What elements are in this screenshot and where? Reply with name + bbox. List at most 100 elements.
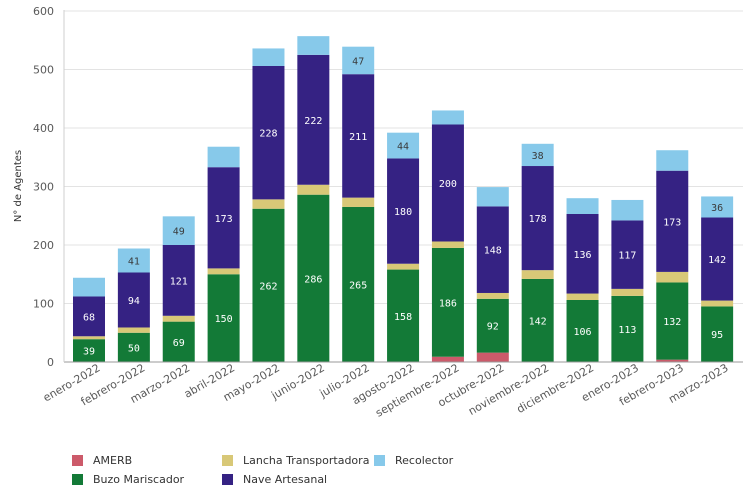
bar-segment[interactable] bbox=[117, 327, 150, 333]
y-axis-title: N° de Agentes bbox=[13, 150, 24, 222]
y-tick-label: 600 bbox=[33, 5, 54, 18]
bar-segment[interactable] bbox=[521, 270, 554, 279]
data-label: 286 bbox=[304, 274, 322, 285]
y-tick-label: 400 bbox=[33, 122, 54, 135]
bar-segment[interactable] bbox=[566, 299, 599, 362]
data-labels: 39 68 50 94 41 69 121 49 150 173 262 228 286 222 265 21… bbox=[83, 56, 726, 357]
legend-swatch-nave-artesanal bbox=[222, 473, 233, 485]
data-label: 142 bbox=[708, 255, 726, 266]
data-label: 186 bbox=[439, 298, 457, 309]
data-label: 41 bbox=[128, 257, 140, 268]
bar-segment[interactable] bbox=[476, 352, 509, 362]
data-label: 180 bbox=[394, 207, 412, 218]
bar-segment[interactable] bbox=[431, 241, 464, 248]
data-label: 132 bbox=[663, 317, 681, 328]
legend-item-buzo-mariscador[interactable]: Buzo Mariscador bbox=[72, 471, 184, 487]
legend-label: AMERB bbox=[93, 453, 133, 467]
bar-segment[interactable] bbox=[431, 247, 464, 357]
legend-swatch-recolector bbox=[374, 454, 385, 466]
bar-segment[interactable] bbox=[162, 245, 195, 316]
bar-segment[interactable] bbox=[476, 292, 509, 299]
bar-segment[interactable] bbox=[521, 166, 554, 271]
bar-segment[interactable] bbox=[297, 184, 330, 195]
bar-segment[interactable] bbox=[656, 150, 689, 171]
bar-segment[interactable] bbox=[73, 339, 105, 362]
bar-segment[interactable] bbox=[207, 274, 240, 362]
bar-segment[interactable] bbox=[656, 271, 689, 283]
bar-segment[interactable] bbox=[611, 220, 644, 289]
bar-segment[interactable] bbox=[476, 187, 509, 207]
bar-segment[interactable] bbox=[611, 288, 644, 296]
bar-segment[interactable] bbox=[611, 199, 644, 221]
bar-segment[interactable] bbox=[656, 282, 689, 360]
data-label: 173 bbox=[215, 214, 233, 225]
bar-segment[interactable] bbox=[701, 217, 734, 301]
bar-segment[interactable] bbox=[431, 356, 464, 362]
bar-segment[interactable] bbox=[342, 206, 375, 362]
bar-segment[interactable] bbox=[611, 295, 644, 362]
bar-segment[interactable] bbox=[431, 110, 464, 125]
bar-segment[interactable] bbox=[656, 359, 689, 362]
bar-segment[interactable] bbox=[566, 198, 599, 214]
bar-segment[interactable] bbox=[73, 296, 105, 337]
bar-segment[interactable] bbox=[162, 216, 195, 245]
y-tick-label: 200 bbox=[33, 239, 54, 252]
bar-segment[interactable] bbox=[207, 268, 240, 275]
data-label: 94 bbox=[128, 296, 140, 307]
x-axis-ticks: enero-2022febrero-2022marzo-2022abril-20… bbox=[41, 361, 731, 419]
legend-item-amerb[interactable]: AMERB bbox=[72, 452, 132, 468]
bar-segment[interactable] bbox=[297, 36, 330, 55]
bar-segment[interactable] bbox=[342, 197, 375, 207]
bar-segment[interactable] bbox=[117, 332, 150, 362]
bar-segment[interactable] bbox=[387, 263, 420, 270]
bar-segment[interactable] bbox=[521, 278, 554, 362]
bar-segment[interactable] bbox=[252, 208, 285, 362]
bar-segment[interactable] bbox=[207, 167, 240, 269]
bar-segment[interactable] bbox=[73, 277, 105, 297]
bar-segment[interactable] bbox=[476, 298, 509, 353]
data-label: 262 bbox=[259, 281, 277, 292]
legend-label: Buzo Mariscador bbox=[93, 472, 185, 486]
bar-segment[interactable] bbox=[117, 248, 150, 273]
bar-segment[interactable] bbox=[521, 143, 554, 167]
data-label: 95 bbox=[711, 330, 723, 341]
legend-item-lancha-transportadora[interactable]: Lancha Transportadora bbox=[222, 452, 369, 468]
bar-segment[interactable] bbox=[162, 315, 195, 322]
bar-segment[interactable] bbox=[656, 170, 689, 272]
bar-segment[interactable] bbox=[162, 321, 195, 362]
data-label: 178 bbox=[529, 214, 547, 225]
bar-segment[interactable] bbox=[252, 65, 285, 200]
bar-segment[interactable] bbox=[566, 213, 599, 294]
legend-swatch-amerb bbox=[72, 454, 83, 466]
bar-segment[interactable] bbox=[566, 293, 599, 300]
bar-segment[interactable] bbox=[252, 199, 285, 209]
bar-segment[interactable] bbox=[476, 206, 509, 293]
data-label: 44 bbox=[397, 142, 409, 153]
bar-segment[interactable] bbox=[387, 269, 420, 362]
y-tick-label: 0 bbox=[47, 356, 54, 369]
bars bbox=[73, 36, 734, 362]
bar-segment[interactable] bbox=[342, 46, 375, 75]
bar-segment[interactable] bbox=[117, 272, 150, 328]
data-label: 39 bbox=[83, 347, 95, 358]
bar-segment[interactable] bbox=[701, 196, 734, 218]
data-label: 228 bbox=[259, 129, 277, 140]
data-label: 50 bbox=[128, 343, 140, 354]
data-label: 69 bbox=[173, 338, 185, 349]
bar-segment[interactable] bbox=[207, 146, 240, 168]
bar-segment[interactable] bbox=[431, 124, 464, 242]
y-axis-ticks: 0 100 200 300 400 500 600 bbox=[33, 5, 54, 369]
bar-segment[interactable] bbox=[342, 74, 375, 198]
bar-segment[interactable] bbox=[73, 336, 105, 340]
data-label: 92 bbox=[487, 322, 499, 333]
bar-segment[interactable] bbox=[387, 132, 420, 159]
bar-segment[interactable] bbox=[701, 306, 734, 362]
bar-segment[interactable] bbox=[297, 194, 330, 362]
bar-segment[interactable] bbox=[297, 54, 330, 185]
legend-item-nave-artesanal[interactable]: Nave Artesanal bbox=[222, 471, 327, 487]
y-tick-label: 100 bbox=[33, 298, 54, 311]
legend-item-recolector[interactable]: Recolector bbox=[374, 452, 453, 468]
bar-segment[interactable] bbox=[701, 300, 734, 307]
bar-segment[interactable] bbox=[252, 48, 285, 66]
bar-segment[interactable] bbox=[387, 158, 420, 264]
